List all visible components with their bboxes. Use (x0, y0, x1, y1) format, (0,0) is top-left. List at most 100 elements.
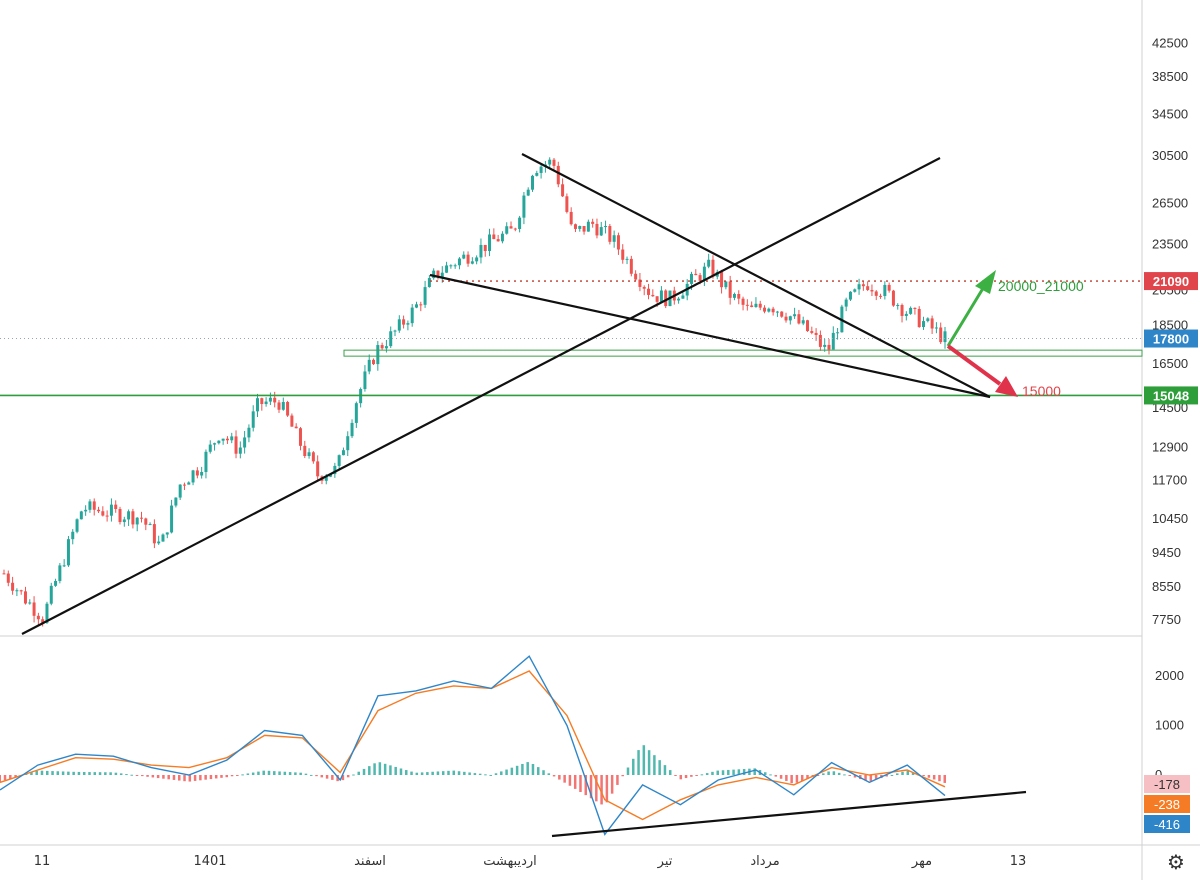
candle-body (256, 398, 260, 412)
candle-body (483, 244, 487, 251)
macd-histogram-bar (727, 769, 730, 775)
macd-histogram-bar (674, 775, 677, 776)
candle-body (445, 265, 449, 273)
price-pane[interactable] (2, 157, 947, 627)
macd-histogram-bar (610, 775, 614, 794)
candle-body (909, 307, 913, 314)
macd-tag-box (1144, 795, 1190, 813)
price-tick-label: 9450 (1152, 545, 1181, 560)
time-tick-label: مهر (911, 854, 932, 869)
macd-histogram-bar (663, 765, 667, 775)
candle-body (836, 332, 840, 334)
macd-histogram-bar (119, 773, 123, 775)
candle-body (457, 258, 461, 266)
candle-body (28, 602, 32, 604)
gear-icon[interactable]: ⚙ (1167, 850, 1185, 874)
macd-histogram-bar (109, 772, 112, 775)
time-tick-label: مرداد (750, 854, 779, 869)
candle-body (62, 565, 66, 567)
macd-histogram-bar (431, 771, 434, 775)
uptrend-line (21, 157, 941, 635)
macd-histogram-bar (589, 775, 593, 799)
candle-body (724, 281, 728, 288)
macd-histogram-bar (605, 775, 609, 803)
price-tick-label: 10450 (1152, 511, 1188, 526)
candle-body (66, 539, 70, 566)
candle-body (449, 265, 453, 267)
macd-histogram-bar (642, 745, 646, 775)
macd-pane[interactable] (0, 655, 946, 836)
macd-histogram-bar (695, 775, 698, 776)
macd-histogram-bar (288, 772, 292, 775)
price-tick-label: 7750 (1152, 612, 1181, 627)
candle-body (122, 519, 126, 523)
macd-histogram-bar (790, 775, 793, 784)
macd-histogram-bar (82, 771, 86, 775)
candle-body (737, 293, 741, 299)
candle-body (604, 226, 608, 228)
macd-histogram-bar (283, 771, 287, 775)
candle-body (616, 235, 620, 250)
macd-histogram-bar (864, 775, 867, 781)
candle-body (45, 603, 49, 623)
target-up-annotation: 20000_21000 (998, 278, 1084, 294)
macd-histogram-bar (373, 763, 376, 775)
macd-histogram-bar (146, 775, 149, 777)
candle-body (763, 307, 767, 312)
red-arrow-head (995, 376, 1018, 397)
macd-histogram-bar (943, 775, 946, 783)
red-arrow-shaft (946, 344, 1002, 386)
macd-histogram-bar (193, 775, 197, 781)
labels: 21090 17800 15048 -178 -238 -416 (1144, 272, 1198, 833)
candle-body (79, 511, 83, 520)
candle-body (642, 286, 646, 289)
candle-body (775, 311, 779, 313)
candle-body (608, 226, 612, 242)
macd-histogram-bar (616, 775, 619, 785)
candle-body (466, 254, 470, 264)
macd-histogram-bar (410, 771, 413, 775)
candle-body (591, 221, 595, 224)
candle-body (582, 226, 586, 232)
candle-body (165, 532, 169, 535)
candle-body (561, 184, 565, 197)
macd-histogram-bar (558, 775, 561, 780)
macd-histogram-bar (93, 772, 97, 775)
macd-histogram-bar (236, 775, 239, 776)
candle-body (621, 249, 625, 260)
macd-histogram-bar (125, 774, 128, 776)
candle-body (496, 239, 500, 242)
candle-body (195, 470, 199, 476)
macd-histogram-bar (721, 770, 725, 775)
candle-body (625, 258, 629, 260)
macd-histogram-bar (895, 773, 899, 775)
macd-histogram-bar (61, 771, 65, 775)
macd-histogram-bar (637, 750, 640, 775)
candle-body (243, 437, 247, 448)
macd-histogram-bar (853, 775, 857, 778)
candle-body (247, 427, 251, 438)
macd-histogram-bar (304, 773, 308, 775)
time-tick-label: اردیبهشت (483, 854, 537, 869)
candle-body (548, 159, 552, 165)
macd-tick-label: 1000 (1155, 718, 1184, 733)
macd-histogram-bar (383, 763, 387, 775)
macd-histogram-bar (294, 772, 297, 775)
price-tick-label: 34500 (1152, 106, 1188, 121)
candle-body (866, 286, 870, 290)
macd-histogram-bar (341, 775, 345, 781)
macd-histogram-bar (447, 770, 450, 775)
candle-body (350, 422, 354, 437)
candle-body (135, 517, 139, 525)
candle-body (728, 281, 732, 298)
macd-histogram-bar (315, 775, 318, 777)
candle-body (88, 501, 92, 510)
candle-body (316, 461, 320, 477)
candle-body (934, 327, 938, 329)
candle-body (363, 371, 367, 390)
macd-histogram-bar (521, 763, 524, 775)
candle-body (784, 316, 788, 321)
macd-histogram-bar (579, 775, 582, 792)
candle-body (814, 332, 818, 335)
